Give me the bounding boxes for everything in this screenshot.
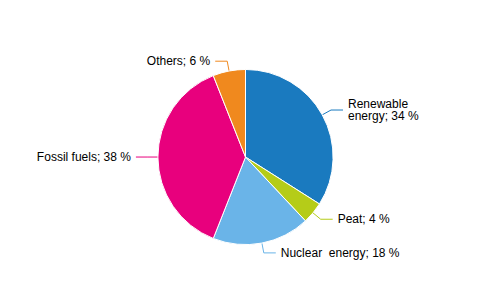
- svg-text:Fossil fuels; 38 %: Fossil fuels; 38 %: [37, 150, 131, 164]
- svg-text:Nuclear energy; 18 %: Nuclear energy; 18 %: [281, 246, 400, 260]
- svg-text:Others; 6 %: Others; 6 %: [147, 54, 211, 68]
- svg-text:energy; 34 %: energy; 34 %: [348, 109, 419, 123]
- svg-text:Renewable: Renewable: [348, 97, 409, 111]
- svg-text:Peat; 4 %: Peat; 4 %: [338, 212, 390, 226]
